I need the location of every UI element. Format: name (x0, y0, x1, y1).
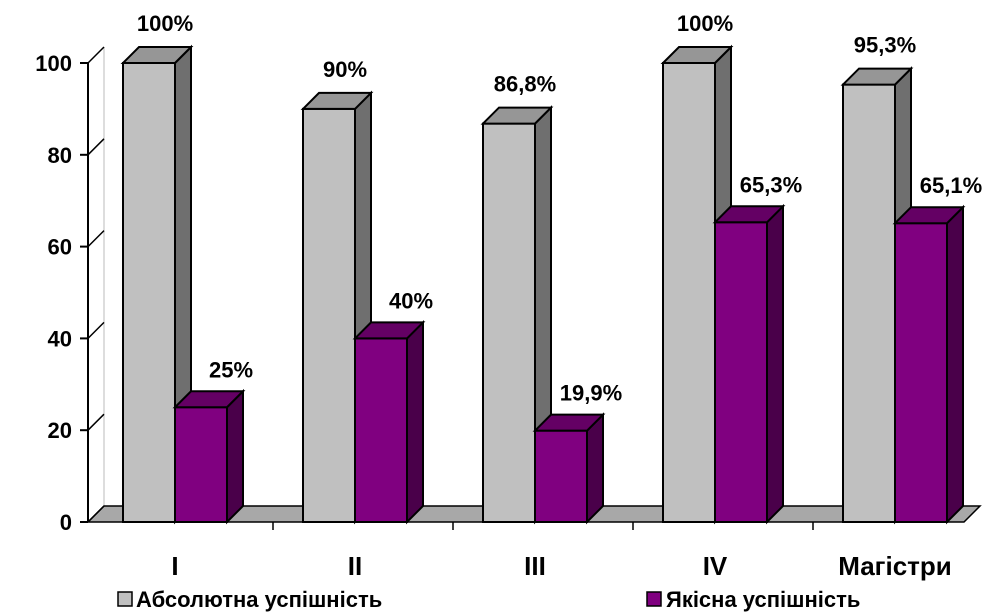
x-tick-label: I (171, 551, 178, 581)
y-tick-label: 100 (35, 51, 72, 76)
bar-quality (712, 203, 786, 525)
bar-absolute-front (662, 62, 716, 523)
bar-absolute-front (842, 83, 896, 523)
bar-absolute-top (300, 91, 374, 110)
bar-quality-top (352, 321, 426, 340)
chart-labels: 100% 25% 90% 40% 86,8% 19,9% 100% 65,3% 95,3% 65,… (137, 11, 982, 406)
bar-absolute-front (122, 62, 176, 523)
legend-label: Якісна успішність (666, 587, 860, 612)
y-tick-label: 40 (48, 326, 72, 351)
y-tick-label: 0 (60, 510, 72, 535)
bar-quality (532, 412, 606, 525)
chart-legend: Абсолютна успішність Якісна успішність (117, 587, 860, 612)
bar-quality-front (894, 222, 948, 523)
legend-swatch (646, 591, 662, 607)
bar-quality (892, 204, 966, 525)
bar-absolute-top (120, 46, 194, 64)
data-label-quality: 25% (209, 357, 253, 382)
y-tick-depth (87, 46, 105, 64)
bar-quality-top (532, 413, 606, 432)
bar-quality-front (354, 337, 408, 523)
y-tick-depth (87, 230, 105, 248)
data-label-absolute: 90% (323, 57, 367, 82)
bar-absolute-top (660, 46, 734, 64)
bar-absolute (120, 44, 194, 525)
data-label-quality: 65,3% (740, 172, 802, 197)
legend-label: Абсолютна успішність (136, 587, 382, 612)
bar-quality (172, 388, 246, 525)
bar-quality-front (174, 406, 228, 523)
bar-quality-side (766, 203, 784, 525)
bar-quality-front (714, 221, 768, 523)
bar-quality-top (892, 206, 966, 225)
data-label-absolute: 100% (677, 11, 733, 36)
y-tick-depth (87, 413, 105, 431)
bar-quality-side (586, 412, 604, 525)
data-label-quality: 19,9% (560, 381, 622, 406)
data-label-quality: 65,1% (920, 173, 982, 198)
bar-quality (352, 319, 426, 525)
x-tick-label: IV (703, 551, 728, 581)
y-tick-depth (87, 321, 105, 339)
data-label-absolute: 86,8% (494, 72, 556, 97)
x-tick-label: III (524, 551, 546, 581)
x-tick-label: II (348, 551, 362, 581)
y-tick-label: 60 (48, 235, 72, 260)
y-tick-label: 20 (48, 418, 72, 443)
y-tick-label: 80 (48, 143, 72, 168)
bar-absolute-top (480, 106, 554, 125)
data-label-quality: 40% (389, 288, 433, 313)
bar-quality-side (406, 319, 424, 525)
bar-quality-top (712, 205, 786, 224)
bar-quality-side (226, 388, 244, 525)
y-tick-depth (87, 505, 105, 523)
bar-quality-side (946, 204, 964, 525)
bar-absolute-top (840, 67, 914, 86)
x-tick-label: Магістри (838, 551, 952, 581)
bar-quality-top (172, 390, 246, 409)
bar-absolute (480, 105, 554, 525)
chart-bars (120, 44, 966, 525)
y-tick-depth (87, 138, 105, 156)
bar-quality-front (534, 429, 588, 523)
bar-absolute-front (482, 122, 536, 523)
data-label-absolute: 95,3% (854, 33, 916, 58)
bar-absolute-front (302, 107, 356, 524)
legend-swatch (117, 591, 133, 607)
data-label-absolute: 100% (137, 11, 193, 36)
